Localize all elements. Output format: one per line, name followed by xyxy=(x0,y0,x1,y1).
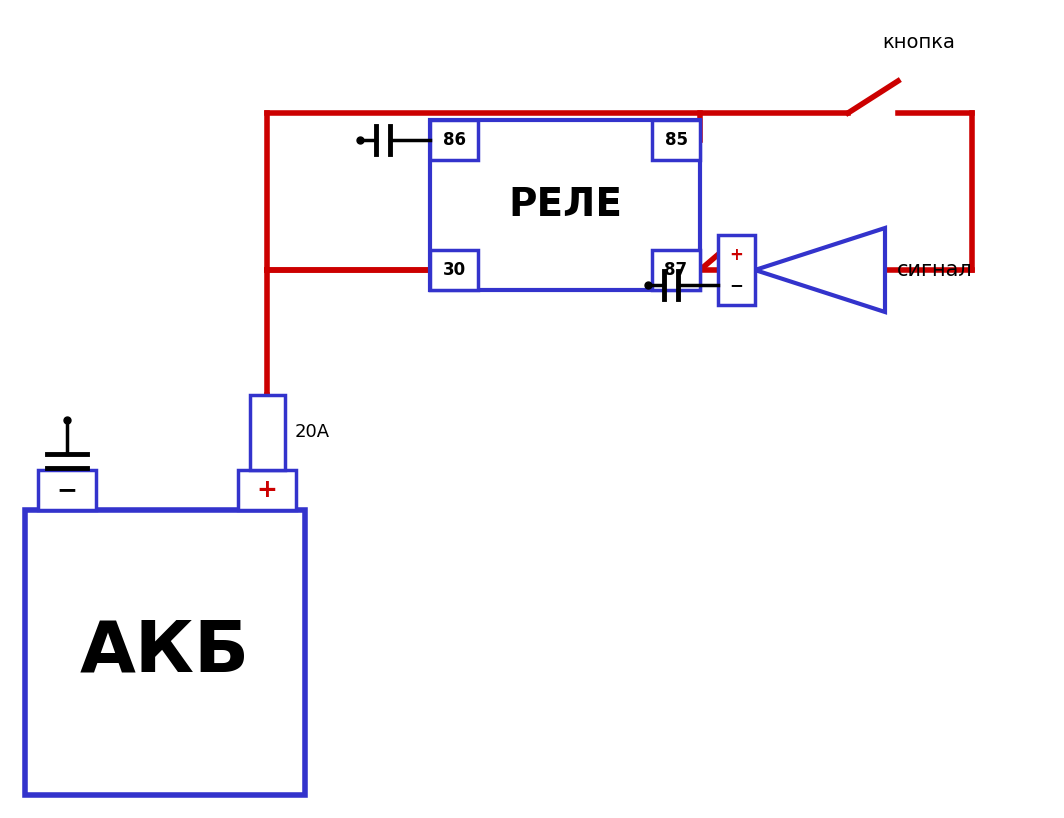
Bar xyxy=(38,470,96,510)
Bar xyxy=(249,395,284,470)
Bar xyxy=(430,250,478,290)
Polygon shape xyxy=(755,228,885,312)
Text: 87: 87 xyxy=(664,261,687,279)
Bar xyxy=(430,120,700,290)
Text: 86: 86 xyxy=(443,131,466,149)
Text: РЕЛЕ: РЕЛЕ xyxy=(508,186,622,224)
Bar xyxy=(652,250,700,290)
Text: 20А: 20А xyxy=(295,424,330,442)
Bar xyxy=(652,120,700,160)
Text: 85: 85 xyxy=(665,131,687,149)
Text: сигнал: сигнал xyxy=(897,260,972,280)
Bar xyxy=(24,510,305,795)
Bar xyxy=(238,470,296,510)
Text: −: − xyxy=(56,478,78,502)
Text: +: + xyxy=(256,478,278,502)
Bar xyxy=(718,235,755,305)
Text: +: + xyxy=(730,245,744,263)
Text: кнопка: кнопка xyxy=(882,33,954,52)
Bar xyxy=(430,120,478,160)
Text: 30: 30 xyxy=(443,261,466,279)
Text: АКБ: АКБ xyxy=(80,618,250,687)
Text: −: − xyxy=(730,276,744,294)
